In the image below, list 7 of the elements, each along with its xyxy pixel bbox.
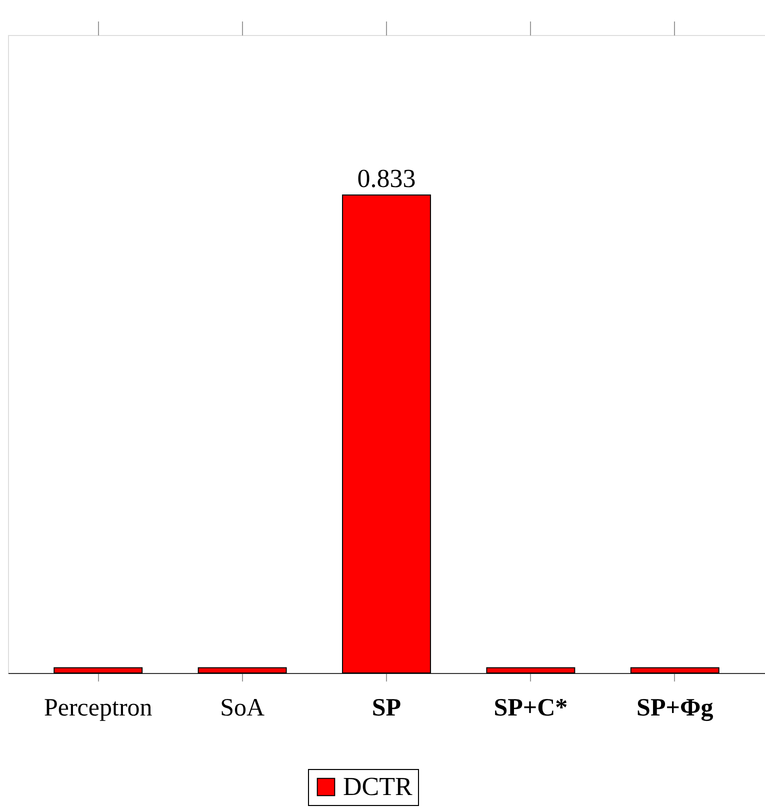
x-tick-label: Perceptron	[44, 694, 153, 722]
legend-label: DCTR	[343, 772, 413, 801]
x-tick-label: SP	[372, 694, 402, 722]
x-tick-label: SoA	[220, 694, 265, 722]
x-tick-label: SP+C*	[494, 694, 568, 722]
x-tick-label: SP+Φg	[636, 694, 714, 722]
text: 0.833	[357, 164, 416, 193]
